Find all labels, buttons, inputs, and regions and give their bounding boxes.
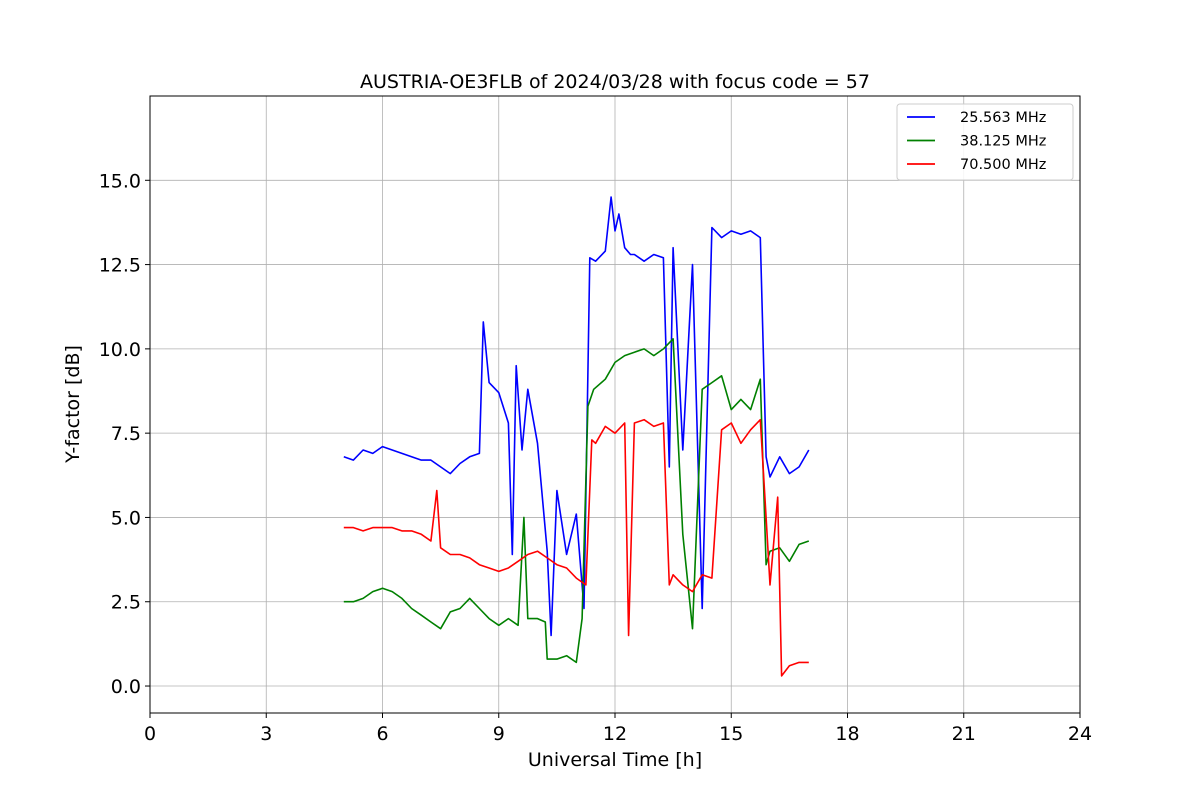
x-tick-label: 0: [144, 723, 156, 745]
x-axis-label: Universal Time [h]: [528, 749, 702, 771]
legend-box: [896, 103, 1074, 181]
series-line-38-125-mhz: [343, 337, 810, 664]
x-axis-ticks: 0 3 6 9 12 15 18 21 24: [144, 713, 1092, 745]
y-tick-label: 2.5: [111, 592, 141, 614]
series-lines: [343, 196, 810, 677]
y-tick-label: 0.0: [111, 676, 141, 698]
x-tick-label: 6: [376, 723, 388, 745]
y-tick-label: 7.5: [111, 423, 141, 445]
y-axis-label: Y-factor [dB]: [62, 345, 84, 464]
legend: 25.563 MHz 38.125 MHz 70.500 MHz: [896, 103, 1074, 181]
y-tick-label: 5.0: [111, 507, 141, 529]
x-tick-label: 18: [835, 723, 859, 745]
x-tick-label: 12: [603, 723, 627, 745]
x-tick-label: 15: [719, 723, 743, 745]
y-tick-label: 10.0: [99, 339, 141, 361]
x-tick-label: 21: [952, 723, 976, 745]
x-tick-label: 9: [493, 723, 505, 745]
chart-title: AUSTRIA-OE3FLB of 2024/03/28 with focus …: [360, 71, 870, 93]
legend-label: 38.125 MHz: [960, 134, 1046, 150]
legend-label: 70.500 MHz: [960, 157, 1046, 173]
y-tick-label: 12.5: [99, 255, 141, 277]
legend-label: 25.563 MHz: [960, 110, 1046, 126]
y-axis-ticks: 0.0 2.5 5.0 7.5 10.0 12.5 15.0: [99, 170, 150, 698]
series-line-70-500-mhz: [343, 418, 809, 677]
x-tick-label: 24: [1068, 723, 1092, 745]
y-tick-label: 15.0: [99, 170, 141, 192]
series-line-25-563-mhz: [343, 196, 810, 637]
x-tick-label: 3: [260, 723, 272, 745]
